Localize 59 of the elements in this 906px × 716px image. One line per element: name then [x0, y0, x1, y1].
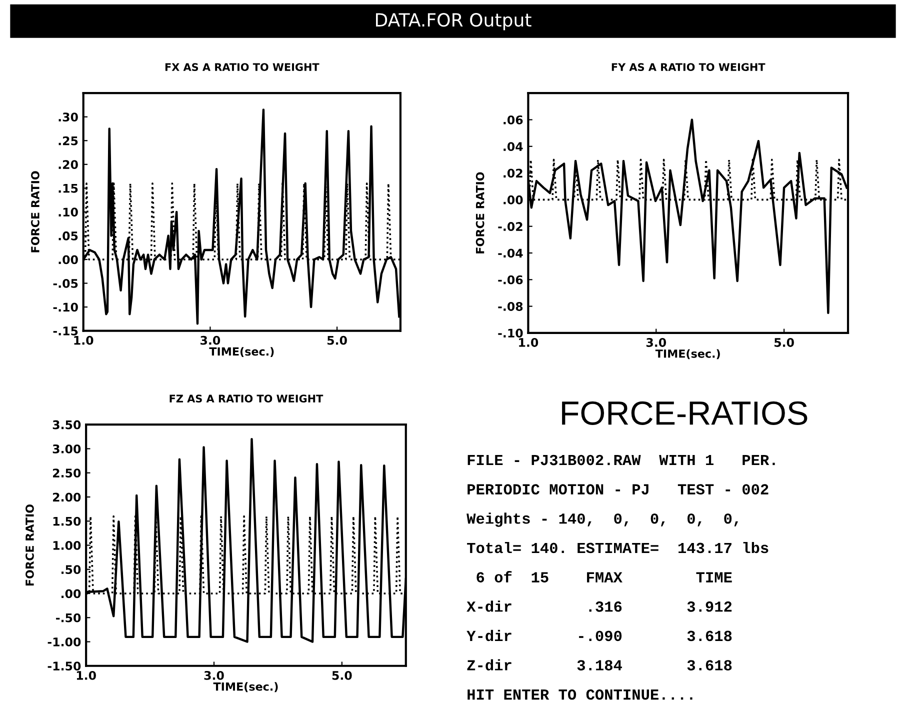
y-axis-title: FORCE RATIO [476, 172, 484, 254]
y-tick-label: -1.00 [48, 637, 81, 646]
x-tick-label: 3.0 [204, 670, 224, 680]
y-axis-title: FORCE RATIO [31, 171, 40, 252]
y-tick-label: .25 [58, 136, 78, 146]
x-tick-label: 3.0 [200, 336, 220, 345]
y-tick-label: .06 [504, 115, 523, 124]
y-axis-title: FORCE RATIO [26, 504, 34, 586]
y-tick-label: 3.50 [52, 420, 81, 430]
y-tick-label: -.10 [53, 302, 78, 312]
y-tick-label: .05 [58, 231, 78, 240]
x-tick-label: 5.0 [774, 338, 794, 347]
x-axis-title: TIME(sec.) [209, 347, 274, 357]
x-axis-title: TIME(sec.) [655, 349, 720, 360]
text: Y-dir -.090 3.618 [466, 630, 732, 642]
y-tick-label: .00 [62, 589, 81, 598]
y-tick-label: -.08 [498, 302, 523, 311]
chart-title: FY AS A RATIO TO WEIGHT [612, 63, 766, 72]
x-tick-label: 3.0 [646, 338, 666, 347]
y-tick-label: -1.50 [48, 662, 81, 671]
text: Weights - 140, 0, 0, 0, 0, [466, 512, 738, 527]
text: FORCE-RATIOS [562, 401, 808, 425]
y-tick-label: 1.00 [53, 540, 81, 550]
y-tick-label: .00 [504, 195, 523, 204]
y-tick-label: .20 [58, 160, 78, 170]
text: 6 of 15 FMAX TIME [476, 571, 732, 582]
text: Z-dir 3.184 3.618 [467, 659, 732, 670]
x-tick-label: 5.0 [327, 336, 347, 345]
text: DATA.FOR Output [376, 13, 532, 30]
y-tick-label: 2.00 [53, 492, 81, 502]
y-tick-label: 3.00 [52, 444, 81, 454]
y-tick-label: .30 [58, 112, 78, 122]
x-tick-label: 1.0 [76, 670, 96, 680]
y-tick-label: -.10 [498, 328, 523, 338]
text: PERIODIC MOTION - PJ TEST - 002 [468, 484, 768, 495]
x-axis-title: TIME(sec.) [213, 682, 278, 692]
y-tick-label: -.50 [56, 613, 81, 622]
text: X-dir .316 3.912 [466, 600, 732, 612]
y-tick-label: -.15 [53, 326, 78, 336]
y-tick-label: .15 [58, 184, 78, 193]
text: Total= 140. ESTIMATE= 143.17 lbs [467, 542, 768, 554]
y-tick-label: .00 [58, 255, 78, 264]
y-tick-label: -.04 [498, 248, 523, 258]
y-tick-label: -.05 [53, 278, 78, 288]
y-tick-label: 1.50 [53, 516, 81, 526]
y-tick-label: -.02 [498, 222, 522, 231]
y-tick-label: .02 [504, 168, 522, 178]
chart-title: FZ AS A RATIO TO WEIGHT [170, 394, 324, 403]
text: HIT ENTER TO CONTINUE.... [468, 689, 692, 700]
y-tick-label: 2.50 [53, 468, 81, 478]
y-tick-label: .50 [62, 565, 81, 574]
text: FILE - PJ31B002.RAW WITH 1 PER. [468, 454, 775, 466]
chart-title: FX AS A RATIO TO WEIGHT [165, 63, 320, 72]
y-tick-label: .04 [504, 142, 523, 152]
x-tick-label: 5.0 [332, 670, 352, 680]
x-tick-label: 1.0 [519, 338, 538, 347]
x-tick-label: 1.0 [74, 336, 94, 345]
y-tick-label: -.06 [498, 275, 523, 284]
y-tick-label: .10 [58, 208, 78, 217]
